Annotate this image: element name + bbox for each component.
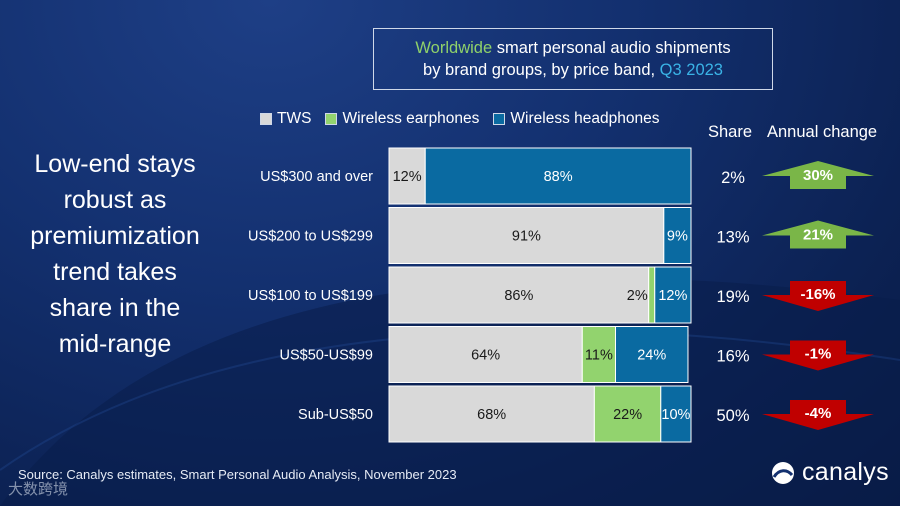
data-label: 86% — [504, 288, 533, 304]
legend-item-tws: TWS — [260, 110, 311, 128]
data-label: 12% — [658, 288, 687, 304]
watermark: 大数跨境 — [8, 481, 69, 498]
headline-line: Low-end stays — [34, 150, 196, 178]
title-period: Q3 2023 — [659, 61, 723, 79]
annual-change-arrow — [762, 220, 874, 249]
bar-segment-earphones — [648, 266, 656, 324]
bar-segment-headphones — [660, 385, 692, 443]
category-label: Sub-US$50 — [298, 407, 373, 423]
data-label: 11% — [585, 348, 613, 364]
bar-segment-tws — [388, 147, 426, 205]
headline-line: premiumization — [30, 222, 200, 250]
data-label: 91% — [512, 229, 541, 245]
legend-label-headphones: Wireless headphones — [510, 110, 660, 127]
legend-swatch-earphones — [325, 113, 338, 125]
annual-change-arrow — [762, 400, 874, 430]
legend-label-tws: TWS — [277, 110, 312, 127]
annual-change-label: -1% — [805, 346, 832, 363]
legend-swatch-headphones — [493, 113, 506, 125]
data-label: 22% — [613, 407, 642, 423]
category-label: US$300 and over — [260, 169, 373, 185]
headline-line: share in the — [49, 294, 181, 322]
legend-item-headphones: Wireless headphones — [493, 110, 659, 128]
share-column-header: Share — [708, 123, 753, 141]
data-label: 9% — [667, 229, 688, 245]
annual-change-column-header: Annual change — [767, 123, 878, 141]
bar-segment-tws — [388, 385, 595, 443]
headline-line: mid-range — [58, 330, 172, 358]
share-value: 50% — [716, 407, 749, 425]
legend-item-earphones: Wireless earphones — [325, 110, 479, 128]
data-label: 68% — [477, 407, 506, 423]
share-value: 19% — [716, 288, 749, 306]
headline-line: robust as — [63, 186, 167, 214]
source-note: Source: Canalys estimates, Smart Persona… — [18, 467, 457, 482]
share-value: 13% — [716, 229, 749, 247]
category-label: US$50-US$99 — [280, 348, 374, 364]
bar-segment-headphones — [615, 326, 689, 383]
legend: TWS Wireless earphones Wireless headphon… — [260, 110, 659, 128]
canalys-logo-icon — [772, 461, 794, 484]
bar-segment-tws — [388, 266, 650, 324]
title-highlight: Worldwide — [415, 39, 493, 57]
share-value: 2% — [721, 169, 745, 187]
data-label: 2% — [627, 288, 648, 304]
data-label: 24% — [637, 348, 666, 364]
annual-change-label: -4% — [805, 405, 832, 422]
headline-line: trend takes — [53, 258, 177, 286]
annual-change-label: 21% — [803, 227, 833, 244]
legend-label-earphones: Wireless earphones — [342, 110, 480, 127]
brand-name: canalys — [802, 458, 889, 486]
bar-segment-tws — [388, 326, 583, 383]
annual-change-label: 30% — [803, 167, 833, 184]
share-value: 16% — [716, 348, 749, 366]
data-label: 88% — [544, 169, 573, 185]
bar-segment-earphones — [581, 326, 617, 383]
data-label: 12% — [393, 169, 422, 185]
bar-segment-headphones — [663, 207, 692, 264]
chart-title: Worldwide smart personal audio shipments… — [373, 28, 773, 90]
bar-segment-headphones — [654, 266, 692, 324]
bar-segment-headphones — [424, 147, 692, 205]
headline: Low-end stays robust as premiumization t… — [12, 146, 218, 362]
annual-change-arrow — [762, 340, 874, 371]
annual-change-label: -16% — [800, 286, 835, 303]
category-label: US$200 to US$299 — [248, 229, 373, 245]
canalys-logo: canalys — [770, 458, 889, 487]
annual-change-arrow — [762, 161, 874, 189]
bar-segment-earphones — [593, 385, 662, 443]
data-label: 10% — [661, 407, 690, 423]
annual-change-arrow — [762, 281, 874, 311]
title-line2: by brand groups, by price band, — [423, 61, 660, 79]
data-label: 64% — [471, 348, 500, 364]
bar-segment-tws — [388, 207, 665, 264]
title-text: smart personal audio shipments — [492, 39, 731, 57]
legend-swatch-tws — [260, 113, 272, 125]
category-label: US$100 to US$199 — [248, 288, 373, 304]
